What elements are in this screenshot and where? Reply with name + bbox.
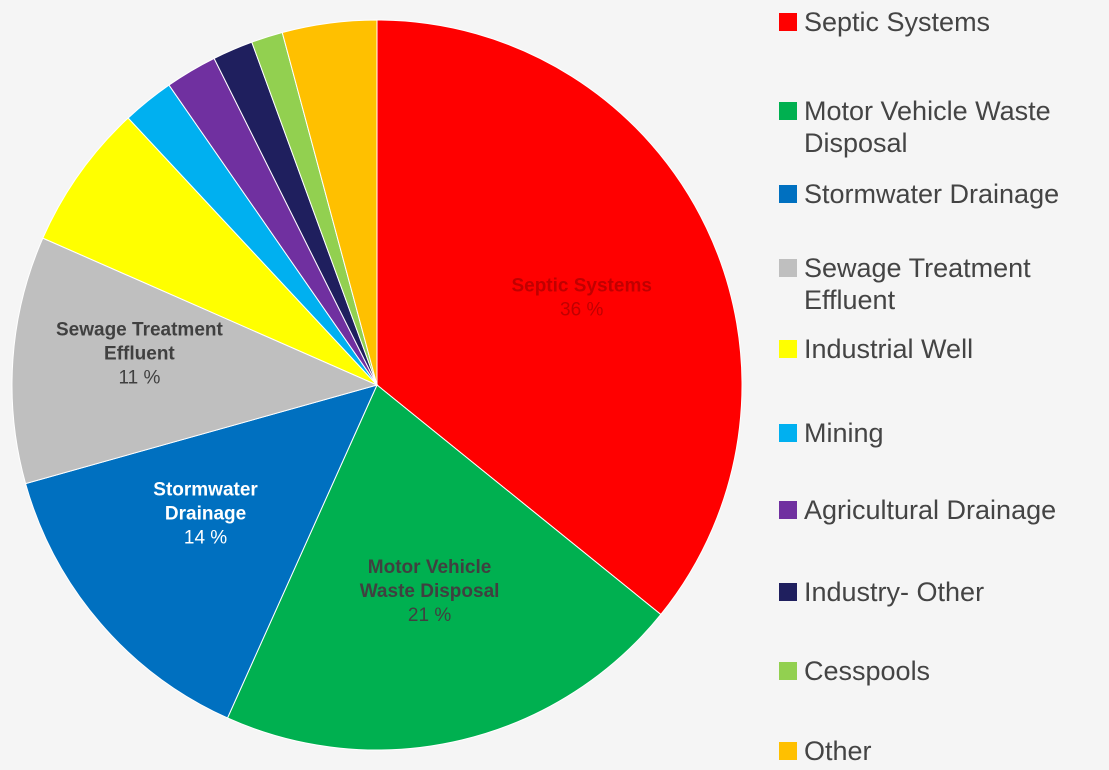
pie-slice-stormwater-drainage	[24, 384, 378, 719]
legend-label: Sewage Treatment Effluent	[804, 253, 1031, 315]
pie-slice-septic-systems	[376, 19, 743, 616]
legend-item-mining: Mining	[779, 417, 1104, 449]
legend-item-cesspools: Cesspools	[779, 655, 1104, 687]
legend-label: Mining	[804, 418, 884, 448]
legend-swatch	[779, 424, 797, 442]
legend-swatch	[779, 501, 797, 519]
legend-label: Agricultural Drainage	[804, 495, 1057, 525]
pie-slice-other	[281, 19, 378, 386]
legend-swatch	[779, 340, 797, 358]
legend: Septic Systems Motor Vehicle Waste Dispos…	[779, 0, 1109, 770]
legend-item-agricultural-drainage: Agricultural Drainage	[779, 494, 1104, 526]
legend-item-sewage-treatment-effluent: Sewage Treatment Effluent	[779, 252, 1104, 316]
legend-item-stormwater-drainage: Stormwater Drainage	[779, 178, 1104, 210]
legend-swatch	[779, 259, 797, 277]
legend-swatch	[779, 583, 797, 601]
legend-label: Septic Systems	[804, 7, 991, 37]
legend-swatch	[779, 742, 797, 760]
data-label-septic-systems: Septic Systems 36 %	[511, 275, 651, 320]
legend-label: Other	[804, 736, 872, 766]
legend-label: Motor Vehicle Waste Disposal	[804, 96, 1051, 158]
pie-slice-sewage-treatment-effluent	[11, 237, 379, 485]
legend-item-industrial-well: Industrial Well	[779, 333, 1104, 365]
legend-item-motor-vehicle-waste-disposal: Motor Vehicle Waste Disposal	[779, 95, 1104, 159]
legend-item-industry-other: Industry- Other	[779, 576, 1104, 608]
legend-swatch	[779, 13, 797, 31]
data-label-motor-vehicle-waste-disposal: Motor Vehicle Waste Disposal 21 %	[360, 557, 500, 626]
data-label-stormwater-drainage: Stormwater Drainage 14 %	[153, 480, 258, 549]
legend-swatch	[779, 102, 797, 120]
legend-swatch	[779, 185, 797, 203]
legend-label: Cesspools	[804, 656, 931, 686]
legend-label: Stormwater Drainage	[804, 179, 1060, 209]
data-label-sewage-treatment-effluent: Sewage Treatment Effluent 11 %	[56, 320, 224, 389]
legend-item-septic-systems: Septic Systems	[779, 6, 1104, 38]
legend-swatch	[779, 662, 797, 680]
legend-item-other: Other	[779, 735, 1104, 767]
legend-label: Industrial Well	[804, 334, 974, 364]
legend-label: Industry- Other	[804, 577, 985, 607]
pie-slice-industrial-well	[42, 117, 378, 386]
pie-chart: Septic Systems 36 % Motor Vehicle Waste Dis…	[11, 19, 743, 751]
pie-slice-motor-vehicle-waste-disposal	[226, 384, 662, 751]
